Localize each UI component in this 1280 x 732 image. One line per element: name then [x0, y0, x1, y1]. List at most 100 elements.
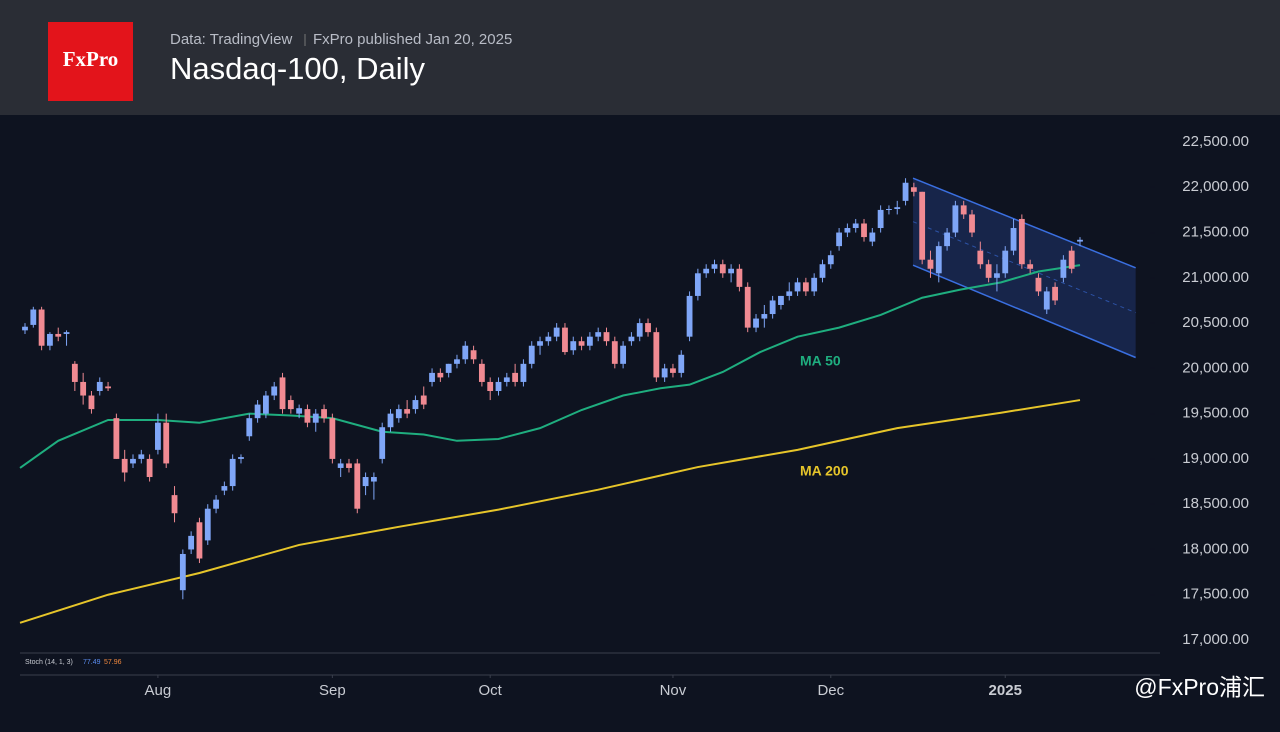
candle-body — [578, 341, 585, 346]
candle-body — [1043, 291, 1050, 310]
source: Data: TradingView — [170, 31, 292, 48]
candle-body — [196, 522, 203, 559]
candle-body — [877, 209, 884, 229]
y-tick-label: 22,000.00 — [1182, 178, 1249, 195]
plot: 17,000.00 17,500.00 18,000.00 18,500.00 19,0… — [19, 133, 1249, 699]
y-tick-label: 19,000.00 — [1182, 450, 1249, 467]
candle-body — [620, 345, 627, 364]
candle-body — [1060, 259, 1067, 278]
candle-body — [545, 336, 552, 342]
candle-body — [1027, 264, 1034, 269]
candle-body — [88, 395, 95, 410]
y-tick-label: 18,500.00 — [1182, 495, 1249, 512]
candle-body — [528, 345, 535, 364]
watermark: @FxPro浦汇 — [1134, 674, 1265, 700]
header-bar — [0, 0, 1280, 115]
candle-body — [537, 341, 543, 346]
candle-body — [744, 286, 751, 328]
candle-body — [437, 372, 444, 378]
candle-body — [969, 214, 975, 233]
candle-body — [130, 458, 136, 464]
candle-body — [312, 413, 319, 423]
y-tick-label: 20,000.00 — [1182, 359, 1249, 376]
candle-body — [1077, 239, 1083, 242]
candle-body — [886, 209, 892, 211]
y-tick-label: 17,000.00 — [1182, 631, 1249, 648]
candle-body — [22, 326, 28, 331]
candle-body — [778, 295, 784, 305]
candle-body — [487, 381, 494, 391]
logo-box — [48, 22, 133, 101]
candle-body — [213, 499, 219, 509]
candle-body — [171, 495, 178, 514]
candle-body — [869, 232, 876, 242]
ma50-line — [19, 264, 1081, 469]
candle-body — [753, 318, 759, 328]
channel-middle — [912, 221, 1136, 314]
candle-body — [478, 363, 485, 382]
candle-body — [1002, 250, 1009, 274]
candle-body — [279, 377, 286, 410]
y-tick-label: 21,000.00 — [1182, 269, 1249, 286]
candle-body — [503, 377, 510, 382]
channel-area — [913, 178, 1136, 358]
candle-body — [63, 332, 70, 334]
candle-body — [229, 458, 236, 487]
candle-body — [944, 232, 950, 247]
candle-body — [910, 187, 917, 192]
candle-body — [977, 250, 984, 265]
candle-body — [562, 327, 568, 353]
candle-body — [570, 341, 577, 351]
candle-body — [678, 354, 685, 373]
candle-body — [370, 477, 377, 482]
y-tick-label: 18,000.00 — [1182, 540, 1249, 557]
y-tick-label: 22,500.00 — [1182, 133, 1249, 150]
candle-body — [728, 268, 735, 274]
candle-body — [611, 341, 618, 364]
candle-body — [146, 458, 153, 478]
candle-body — [985, 264, 992, 278]
candle-body — [238, 457, 244, 459]
candle-body — [80, 381, 87, 396]
candle-body — [736, 268, 743, 287]
candle-body — [670, 368, 676, 373]
candle-body — [221, 486, 228, 491]
candle-body — [653, 332, 660, 378]
candle-body — [1052, 286, 1058, 301]
candle-body — [454, 359, 460, 364]
candle-body — [719, 264, 726, 274]
candle-body — [827, 255, 834, 265]
indicator-d: 57.96 — [104, 659, 122, 666]
candle-body — [603, 332, 610, 342]
y-tick-label: 20,500.00 — [1182, 314, 1249, 331]
candle-body — [354, 463, 361, 509]
candle-body — [994, 273, 1000, 278]
candle-body — [802, 282, 809, 292]
y-tick-label: 19,500.00 — [1182, 405, 1249, 422]
candle-body — [595, 332, 602, 337]
candle-body — [163, 422, 170, 464]
candle-body — [586, 336, 593, 346]
candle-body — [420, 395, 427, 405]
candle-body — [254, 404, 261, 419]
candle-body — [686, 295, 693, 337]
channel-lower — [912, 264, 1136, 359]
candle-body — [1068, 250, 1075, 269]
candle-body — [30, 309, 37, 325]
indicator-name: Stoch (14, 1, 3) — [25, 659, 73, 666]
candle-body — [329, 418, 336, 459]
candle-body — [761, 314, 768, 319]
candle-body — [520, 363, 527, 382]
candle-body — [304, 409, 311, 423]
candle-body — [1018, 218, 1025, 265]
candle-body — [661, 368, 668, 378]
x-tick-label: Nov — [660, 682, 687, 699]
indicator-k: 77.49 — [83, 659, 101, 666]
candle-body — [113, 418, 120, 459]
candle-body — [861, 223, 867, 238]
candle-body — [512, 372, 519, 382]
candle-body — [703, 268, 710, 274]
candle-body — [894, 207, 901, 210]
published: FxPro published Jan 20, 2025 — [313, 31, 512, 48]
